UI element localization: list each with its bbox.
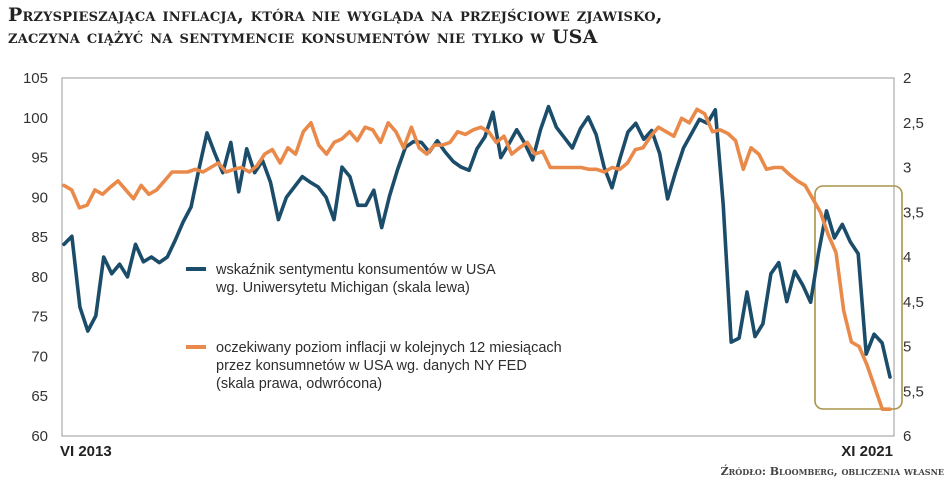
plot-area: [61, 77, 895, 437]
legend: wskaźnik sentymentu konsumentów w USA wg…: [186, 262, 562, 392]
legend-label-sentiment-1: wskaźnik sentymentu konsumentów w USA: [215, 262, 496, 278]
left-tick-label: 60: [31, 428, 48, 445]
x-axis-start-label: VI 2013: [60, 443, 112, 460]
legend-label-sentiment-2: wg. Uniwersytetu Michigan (skala lewa): [215, 280, 470, 296]
left-axis: 105 100 95 90 85 80 75 70 65 60: [23, 70, 48, 445]
legend-label-inflation-1: oczekiwany poziom inflacji w kolejnych 1…: [216, 340, 562, 356]
left-tick-label: 75: [31, 309, 48, 326]
legend-label-inflation-2: przez konsumnetów w USA wg. danych NY FE…: [216, 358, 527, 374]
sentiment-series-line: [62, 104, 892, 379]
left-tick-label: 85: [31, 229, 48, 246]
chart-title: Przyspieszająca inflacja, która nie wygl…: [8, 4, 908, 48]
right-tick-label: 5: [903, 339, 911, 356]
right-tick-label: 2: [903, 70, 911, 87]
x-axis-end-label: XI 2021: [841, 443, 893, 460]
inflation-series-line: [62, 107, 892, 411]
left-tick-label: 105: [23, 70, 48, 87]
title-line-2: zaczyna ciążyć na sentymencie konsumentó…: [8, 26, 598, 48]
right-tick-label: 3,5: [903, 204, 924, 221]
right-tick-label: 4: [903, 249, 911, 266]
title-line-1: Przyspieszająca inflacja, która nie wygl…: [8, 4, 663, 26]
highlight-box: [814, 185, 903, 410]
source-note: Źródło: Bloomberg, obliczenia własne: [720, 465, 944, 478]
left-tick-label: 70: [31, 348, 48, 365]
left-tick-label: 95: [31, 150, 48, 167]
left-tick-label: 80: [31, 269, 48, 286]
right-tick-label: 3: [903, 160, 911, 177]
right-tick-label: 6: [903, 428, 911, 445]
chart: 105 100 95 90 85 80 75 70 65 60 2 2,5 3 3,5 4 4,5 5 5,5 6…: [23, 70, 924, 460]
right-tick-label: 2,5: [903, 115, 924, 132]
legend-label-inflation-3: (skala prawa, odwrócona): [216, 376, 382, 392]
right-tick-label: 4,5: [903, 294, 924, 311]
right-axis: 2 2,5 3 3,5 4 4,5 5 5,5 6: [903, 70, 924, 445]
left-tick-label: 90: [31, 189, 48, 206]
left-tick-label: 65: [31, 388, 48, 405]
right-tick-label: 5,5: [903, 383, 924, 400]
left-tick-label: 100: [23, 110, 48, 127]
